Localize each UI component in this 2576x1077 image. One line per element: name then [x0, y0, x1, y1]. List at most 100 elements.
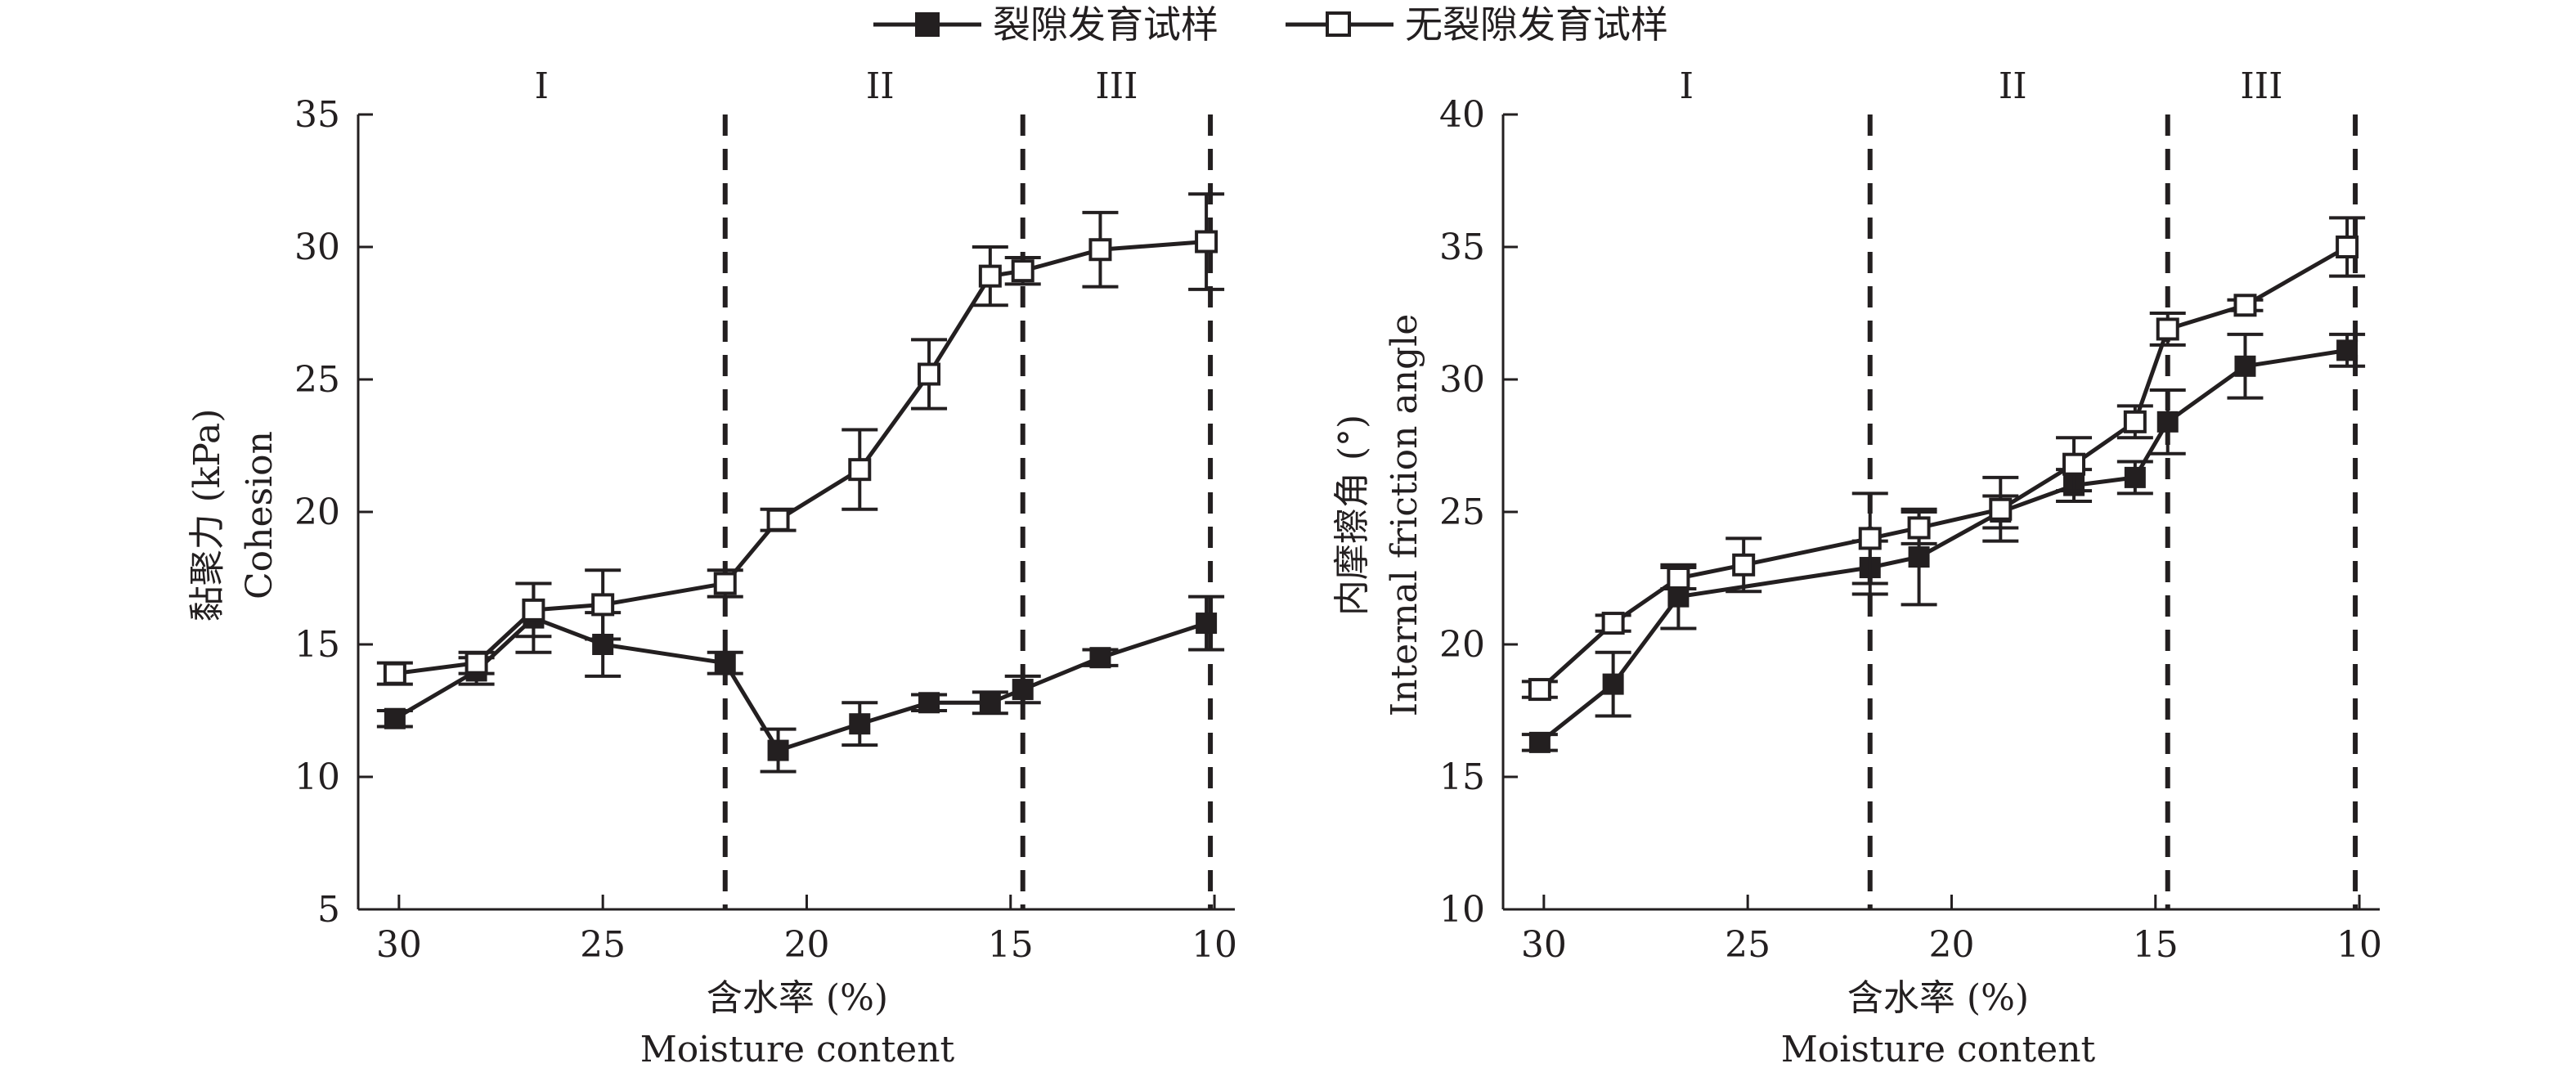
friction-point-cracked [2234, 355, 2256, 377]
friction-y-axis-title-en: Internal friction angle [1384, 314, 1425, 717]
legend: 裂隙发育试样 无裂隙发育试样 [873, 2, 1668, 47]
friction-point-uncracked [2062, 452, 2086, 476]
friction-x-axis-title-en: Moisture content [1781, 1029, 2096, 1070]
friction-point-cracked [1528, 731, 1551, 753]
cohesion-plot-area [376, 192, 1225, 774]
friction-x-tick-label: 15 [2133, 924, 2179, 966]
friction-region-labels: I II III [1680, 65, 2283, 107]
friction-x-tick-label: 30 [1521, 924, 1567, 966]
legend-uncracked-marker [1326, 11, 1351, 37]
cohesion-region-label: I [535, 65, 549, 107]
friction-point-uncracked [2233, 294, 2257, 317]
friction-x-axis-title-cn: 含水率 (%) [1847, 977, 2029, 1019]
cohesion-point-cracked [979, 692, 1001, 714]
legend-cracked-label: 裂隙发育试样 [993, 2, 1218, 47]
friction-point-cracked [2124, 466, 2146, 488]
friction-series-line-cracked [1538, 348, 2348, 744]
friction-point-uncracked [1858, 527, 1882, 550]
cohesion-y-tick-label: 5 [317, 889, 340, 931]
cohesion-point-uncracked [766, 508, 790, 532]
friction-x-tick-label: 10 [2336, 924, 2382, 966]
cohesion-series-line-uncracked [394, 240, 1207, 676]
cohesion-y-tick-label: 35 [294, 94, 340, 136]
cohesion-point-uncracked [713, 572, 737, 595]
cohesion-point-cracked [714, 652, 736, 674]
cohesion-y-axis-title-cn: 黏聚力 (kPa) [186, 409, 228, 622]
cohesion-series-uncracked [376, 192, 1225, 686]
friction-point-uncracked [2123, 410, 2147, 433]
friction-series-uncracked [1521, 216, 2366, 702]
friction-point-uncracked [1989, 497, 2013, 521]
cohesion-y-tick-label: 20 [294, 491, 340, 533]
cohesion-region-label: III [1095, 65, 1138, 107]
friction-region-label: III [2240, 65, 2282, 107]
legend-cracked-marker [915, 12, 940, 37]
cohesion-x-tick-label: 25 [580, 924, 626, 966]
friction-y-axis-title-cn: 内摩擦角 (°) [1331, 415, 1373, 616]
cohesion-point-cracked [767, 739, 789, 761]
friction-y-tick-label: 10 [1439, 889, 1485, 931]
cohesion-point-uncracked [522, 598, 545, 622]
friction-region-label: II [1999, 65, 2027, 107]
friction-point-cracked [1602, 673, 1624, 695]
friction-point-cracked [2156, 411, 2179, 433]
cohesion-point-uncracked [1011, 259, 1034, 283]
friction-x-tick-label: 25 [1725, 924, 1770, 966]
legend-uncracked-label: 无裂隙发育试样 [1405, 2, 1668, 47]
cohesion-y-tick-label: 25 [294, 359, 340, 401]
friction-point-uncracked [2156, 317, 2179, 341]
cohesion-region-label: II [866, 65, 895, 107]
cohesion-x-tick-label: 20 [783, 924, 829, 966]
cohesion-x-tick-label: 30 [376, 924, 422, 966]
cohesion-region-labels: I II III [535, 65, 1138, 107]
cohesion-point-uncracked [1088, 238, 1112, 262]
cohesion-point-cracked [1012, 679, 1034, 701]
friction-axes [1501, 114, 2380, 911]
cohesion-y-axis-title-en: Cohesion [239, 431, 280, 599]
friction-plot-area [1521, 216, 2366, 753]
cohesion-series-cracked [376, 581, 1225, 774]
friction-region-dividers [1867, 114, 2358, 909]
cohesion-x-ticks: 30 25 20 15 10 [376, 895, 1237, 966]
friction-y-tick-label: 25 [1439, 491, 1485, 533]
friction-point-uncracked [1528, 678, 1551, 702]
cohesion-point-uncracked [383, 662, 406, 685]
friction-y-tick-label: 35 [1439, 227, 1485, 268]
friction-x-tick-label: 20 [1928, 924, 1974, 966]
friction-region-label: I [1680, 65, 1694, 107]
cohesion-point-uncracked [978, 264, 1002, 288]
friction-point-uncracked [1667, 567, 1690, 590]
cohesion-x-axis-title-cn: 含水率 (%) [707, 977, 888, 1019]
friction-x-ticks: 30 25 20 15 10 [1521, 895, 2382, 966]
cohesion-point-uncracked [591, 593, 615, 617]
friction-y-ticks: 10 15 20 25 30 35 40 [1439, 94, 1518, 931]
cohesion-x-axis-title-en: Moisture content [640, 1029, 955, 1070]
friction-point-uncracked [1601, 612, 1625, 635]
friction-y-tick-label: 40 [1439, 94, 1485, 136]
friction-point-cracked [2336, 339, 2358, 361]
friction-point-uncracked [2336, 236, 2359, 258]
cohesion-x-tick-label: 15 [988, 924, 1034, 966]
cohesion-axes [357, 114, 1235, 911]
cohesion-x-tick-label: 10 [1192, 924, 1237, 966]
friction-series-cracked [1521, 332, 2366, 753]
friction-point-cracked [1908, 546, 1930, 568]
cohesion-point-uncracked [464, 651, 488, 675]
friction-point-uncracked [1907, 516, 1931, 540]
cohesion-y-ticks: 5 10 15 20 25 30 35 [294, 94, 373, 931]
cohesion-point-cracked [1196, 613, 1218, 635]
friction-point-uncracked [1732, 553, 1756, 577]
cohesion-point-uncracked [848, 458, 872, 482]
cohesion-point-cracked [849, 713, 871, 735]
cohesion-point-uncracked [918, 362, 941, 386]
friction-y-tick-label: 20 [1439, 624, 1485, 666]
cohesion-point-cracked [384, 707, 406, 729]
cohesion-y-tick-label: 15 [294, 624, 340, 666]
friction-y-tick-label: 30 [1439, 359, 1485, 401]
cohesion-point-cracked [918, 692, 940, 714]
cohesion-region-dividers [722, 114, 1214, 909]
cohesion-point-cracked [1089, 647, 1111, 669]
